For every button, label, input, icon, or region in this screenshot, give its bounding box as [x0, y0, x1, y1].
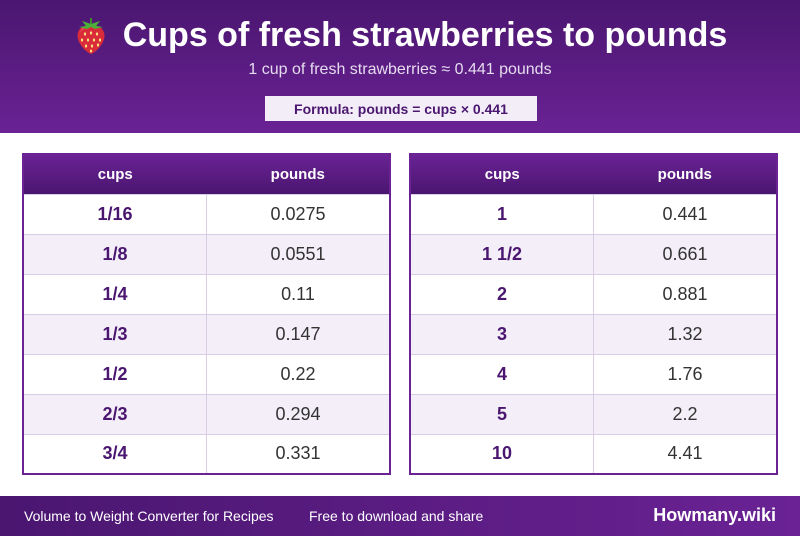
table-row: 1/8 0.0551 [23, 233, 390, 274]
cups-cell: 1 [410, 193, 594, 234]
footer-share-note: Free to download and share [309, 508, 484, 524]
title-row: Cups of fresh strawberries to pounds [0, 12, 800, 58]
pounds-cell: 1.32 [593, 313, 777, 354]
table-row: 3/4 0.331 [23, 433, 390, 474]
pounds-cell: 0.331 [206, 433, 390, 474]
cups-cell: 1/8 [23, 233, 207, 274]
pounds-cell: 0.22 [206, 353, 390, 394]
table-row: 1/4 0.11 [23, 273, 390, 314]
strawberry-icon [77, 18, 105, 54]
table-row: 5 2.2 [410, 393, 777, 434]
pounds-cell: 0.0275 [206, 193, 390, 234]
cups-cell: 3/4 [23, 433, 207, 474]
table-row: 1/3 0.147 [23, 313, 390, 354]
table-row: 4 1.76 [410, 353, 777, 394]
pounds-cell: 2.2 [593, 393, 777, 434]
table-row: 1 1/2 0.661 [410, 233, 777, 274]
pounds-cell: 0.294 [206, 393, 390, 434]
conversion-table-right: cups pounds 1 0.441 1 1/2 0.661 2 0.881 … [409, 153, 778, 475]
table-row: 2/3 0.294 [23, 393, 390, 434]
brand-logo[interactable]: Howmany.wiki [653, 505, 776, 525]
pounds-cell: 4.41 [593, 433, 777, 474]
pounds-cell: 0.147 [206, 313, 390, 354]
conversion-table-left: cups pounds 1/16 0.0275 1/8 0.0551 1/4 0… [22, 153, 391, 475]
table-header-row: cups pounds [410, 154, 777, 194]
pounds-cell: 0.0551 [206, 233, 390, 274]
cups-cell: 1/4 [23, 273, 207, 314]
table-row: 1 0.441 [410, 193, 777, 234]
table-row: 2 0.881 [410, 273, 777, 314]
column-header-cups: cups [23, 154, 207, 194]
table-row: 1/16 0.0275 [23, 193, 390, 234]
cups-cell: 2/3 [23, 393, 207, 434]
footer-bar: Volume to Weight Converter for Recipes F… [0, 496, 800, 536]
column-header-cups: cups [410, 154, 594, 194]
cups-cell: 4 [410, 353, 594, 394]
header-banner: Cups of fresh strawberries to pounds 1 c… [0, 0, 800, 133]
cups-cell: 1/16 [23, 193, 207, 234]
page-title: Cups of fresh strawberries to pounds [122, 15, 728, 54]
cups-cell: 5 [410, 393, 594, 434]
pounds-cell: 0.441 [593, 193, 777, 234]
pounds-cell: 0.11 [206, 273, 390, 314]
cups-cell: 2 [410, 273, 594, 314]
pounds-cell: 0.881 [593, 273, 777, 314]
table-header-row: cups pounds [23, 154, 390, 194]
page-subtitle: 1 cup of fresh strawberries ≈ 0.441 poun… [248, 61, 552, 78]
column-header-pounds: pounds [206, 154, 390, 194]
formula-badge: Formula: pounds = cups × 0.441 [265, 96, 537, 121]
cups-cell: 10 [410, 433, 594, 474]
cups-cell: 1/3 [23, 313, 207, 354]
table-row: 10 4.41 [410, 433, 777, 474]
footer-tagline: Volume to Weight Converter for Recipes [24, 508, 274, 524]
cups-cell: 3 [410, 313, 594, 354]
pounds-cell: 0.661 [593, 233, 777, 274]
table-row: 1/2 0.22 [23, 353, 390, 394]
pounds-cell: 1.76 [593, 353, 777, 394]
column-header-pounds: pounds [593, 154, 777, 194]
cups-cell: 1 1/2 [410, 233, 594, 274]
cups-cell: 1/2 [23, 353, 207, 394]
table-row: 3 1.32 [410, 313, 777, 354]
